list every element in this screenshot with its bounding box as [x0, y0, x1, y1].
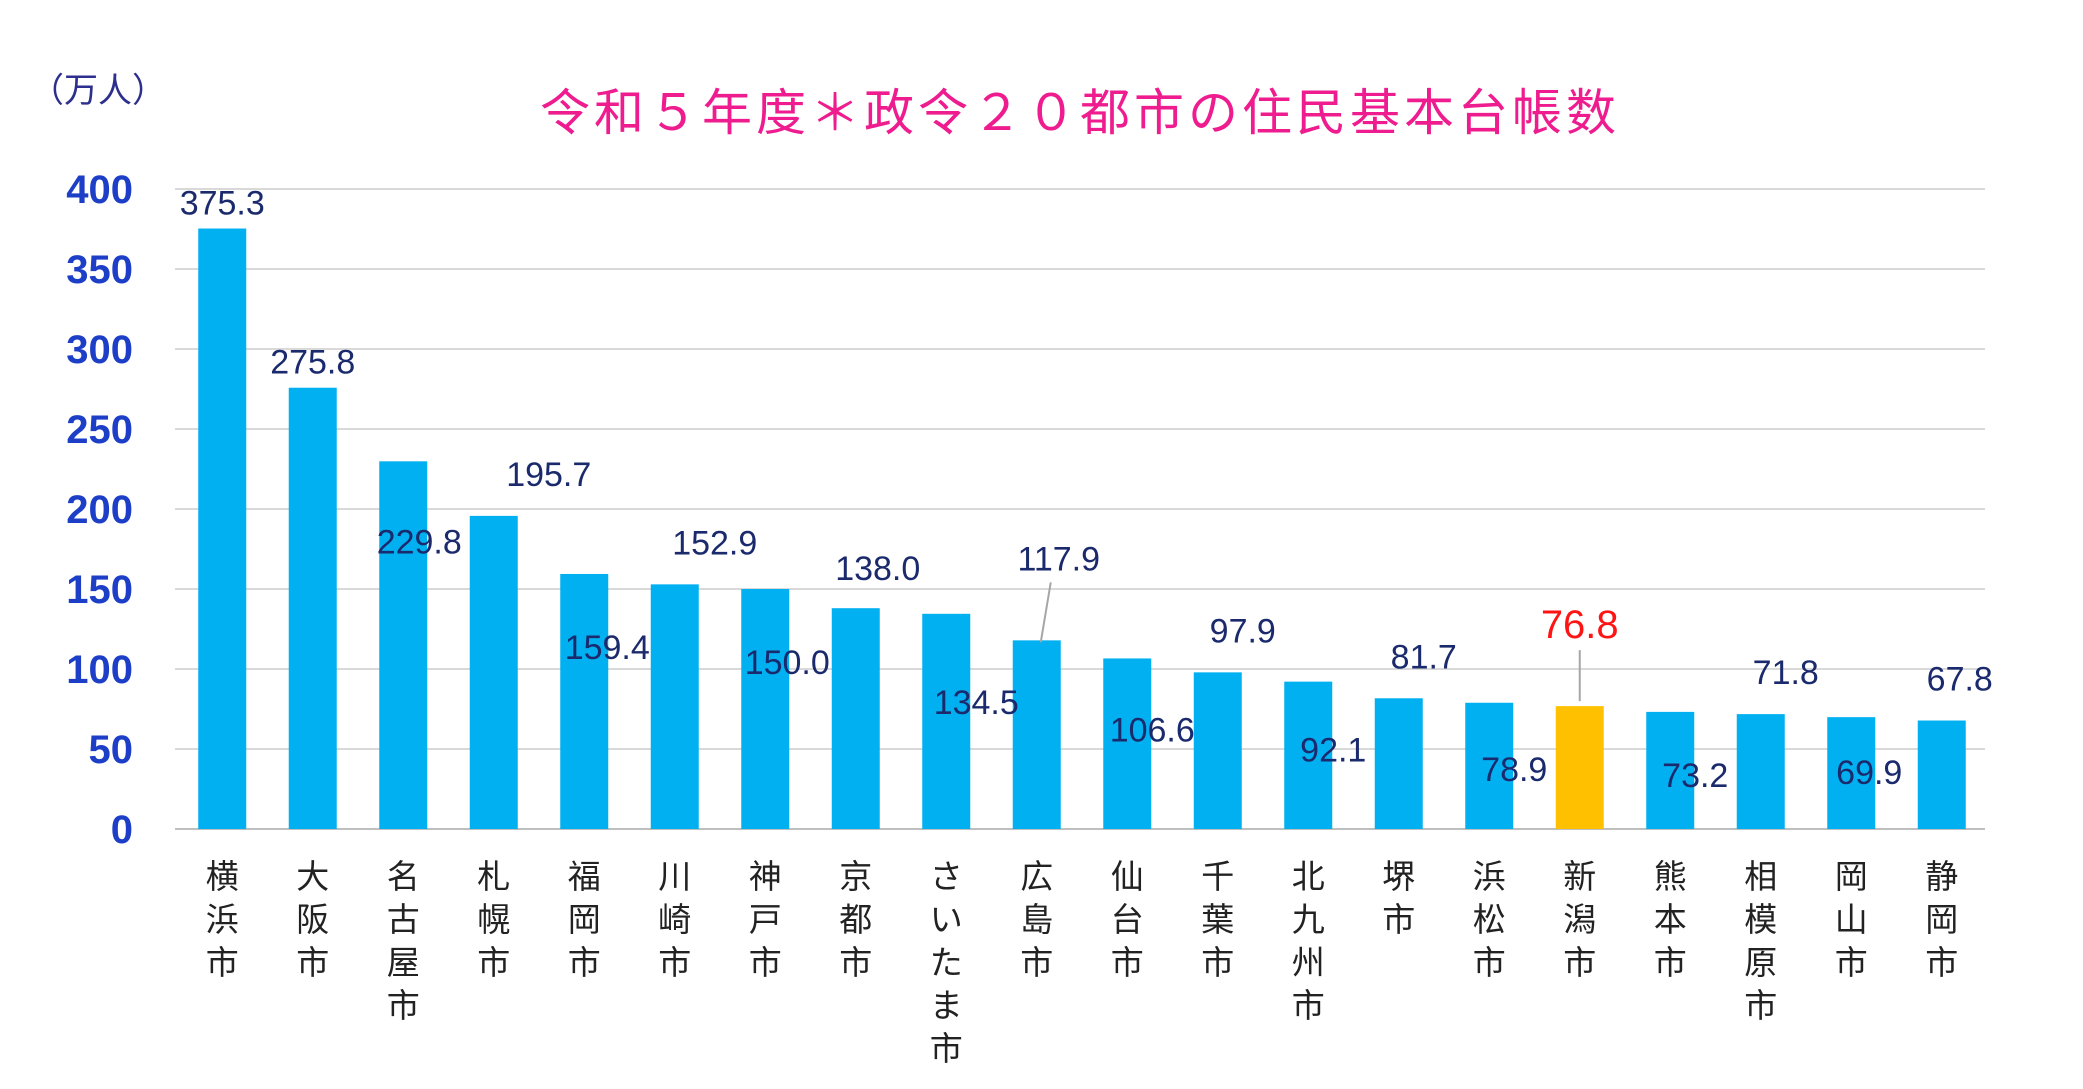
data-label: 73.2: [1662, 757, 1728, 795]
x-tick-label: 大阪市: [296, 857, 329, 982]
x-tick-label: 名古屋市: [387, 857, 420, 1025]
x-tick-label: 横浜市: [206, 857, 239, 982]
bar: [1193, 672, 1242, 829]
bar: [650, 584, 699, 829]
bar: [469, 515, 518, 829]
data-labels: 375.3 275.8 229.8 195.7 159.4 152.9 150.0 138.0…: [180, 185, 1993, 795]
data-label: 159.4: [565, 629, 650, 667]
label-leader-lines: [1039, 582, 1581, 702]
bar: [560, 573, 609, 829]
y-tick-label: 0: [111, 808, 133, 852]
bar: [831, 608, 880, 829]
x-tick-label: 京都市: [839, 857, 872, 982]
x-tick-label: 岡山市: [1835, 857, 1868, 982]
x-axis-labels: 横浜市 大阪市 名古屋市 札幌市 福岡市 川崎市 神戸市 京都市 さいたま市 広島市 仙台市 千葉市 北…: [206, 857, 1959, 1068]
data-label: 67.8: [1927, 661, 1993, 699]
bars: [198, 228, 1966, 829]
x-tick-label: 仙台市: [1111, 857, 1144, 982]
bar: [1284, 681, 1333, 829]
chart-title: 令和５年度＊政令２０都市の住民基本台帳数: [540, 84, 1620, 142]
y-axis-unit: （万人）: [30, 71, 166, 111]
x-tick-label: 広島市: [1020, 857, 1053, 982]
data-label: 229.8: [377, 523, 462, 561]
data-label: 92.1: [1300, 732, 1366, 770]
x-tick-label: 千葉市: [1201, 857, 1234, 982]
bar: [741, 589, 790, 829]
x-tick-label: 福岡市: [568, 857, 601, 982]
bar: [1917, 720, 1966, 829]
y-tick-label: 150: [66, 568, 133, 612]
x-tick-label: 熊本市: [1654, 857, 1687, 982]
data-label: 138.0: [835, 550, 920, 588]
data-label: 106.6: [1110, 711, 1195, 749]
data-label: 81.7: [1391, 638, 1457, 676]
bar: [1465, 702, 1514, 829]
x-tick-label: 堺市: [1382, 857, 1415, 939]
y-axis-ticks: 0 50 100 150 200 250 300 350 400: [66, 168, 133, 852]
data-label: 117.9: [1017, 540, 1100, 578]
y-tick-label: 400: [66, 168, 133, 212]
data-label: 97.9: [1210, 612, 1276, 650]
data-label: 150.0: [745, 644, 830, 682]
data-label: 76.8: [1541, 603, 1619, 647]
data-label: 195.7: [506, 456, 591, 494]
bar: [1012, 640, 1061, 829]
bar: [379, 461, 428, 829]
x-tick-label: 浜松市: [1473, 857, 1506, 982]
bar: [198, 228, 247, 829]
x-tick-label: 静岡市: [1925, 857, 1958, 982]
bar: [288, 387, 337, 829]
x-tick-label: 新潟市: [1563, 857, 1596, 982]
gridlines: [175, 188, 1985, 830]
bar: [1646, 711, 1695, 829]
data-label: 71.8: [1753, 654, 1819, 692]
y-tick-label: 350: [66, 248, 133, 292]
bar: [922, 613, 971, 829]
y-tick-label: 300: [66, 328, 133, 372]
bar: [1374, 698, 1423, 829]
y-tick-label: 50: [89, 728, 134, 772]
x-tick-label: さいたま市: [930, 857, 963, 1068]
data-label: 375.3: [180, 185, 265, 223]
leader-line: [1039, 582, 1052, 643]
data-label: 69.9: [1836, 754, 1902, 792]
bar: [1103, 658, 1152, 829]
x-tick-label: 北九州市: [1292, 857, 1325, 1025]
y-tick-label: 200: [66, 488, 133, 532]
y-tick-label: 100: [66, 648, 133, 692]
bar: [1555, 706, 1604, 829]
data-label: 275.8: [270, 344, 355, 382]
x-tick-label: 神戸市: [749, 857, 782, 982]
bar: [1736, 714, 1785, 829]
y-tick-label: 250: [66, 408, 133, 452]
data-label: 78.9: [1481, 751, 1547, 789]
x-tick-label: 札幌市: [477, 857, 510, 982]
data-label: 152.9: [672, 524, 757, 562]
bar: [1827, 717, 1876, 829]
x-tick-label: 川崎市: [658, 857, 691, 982]
data-label: 134.5: [934, 684, 1019, 722]
x-tick-label: 相模原市: [1744, 857, 1777, 1025]
